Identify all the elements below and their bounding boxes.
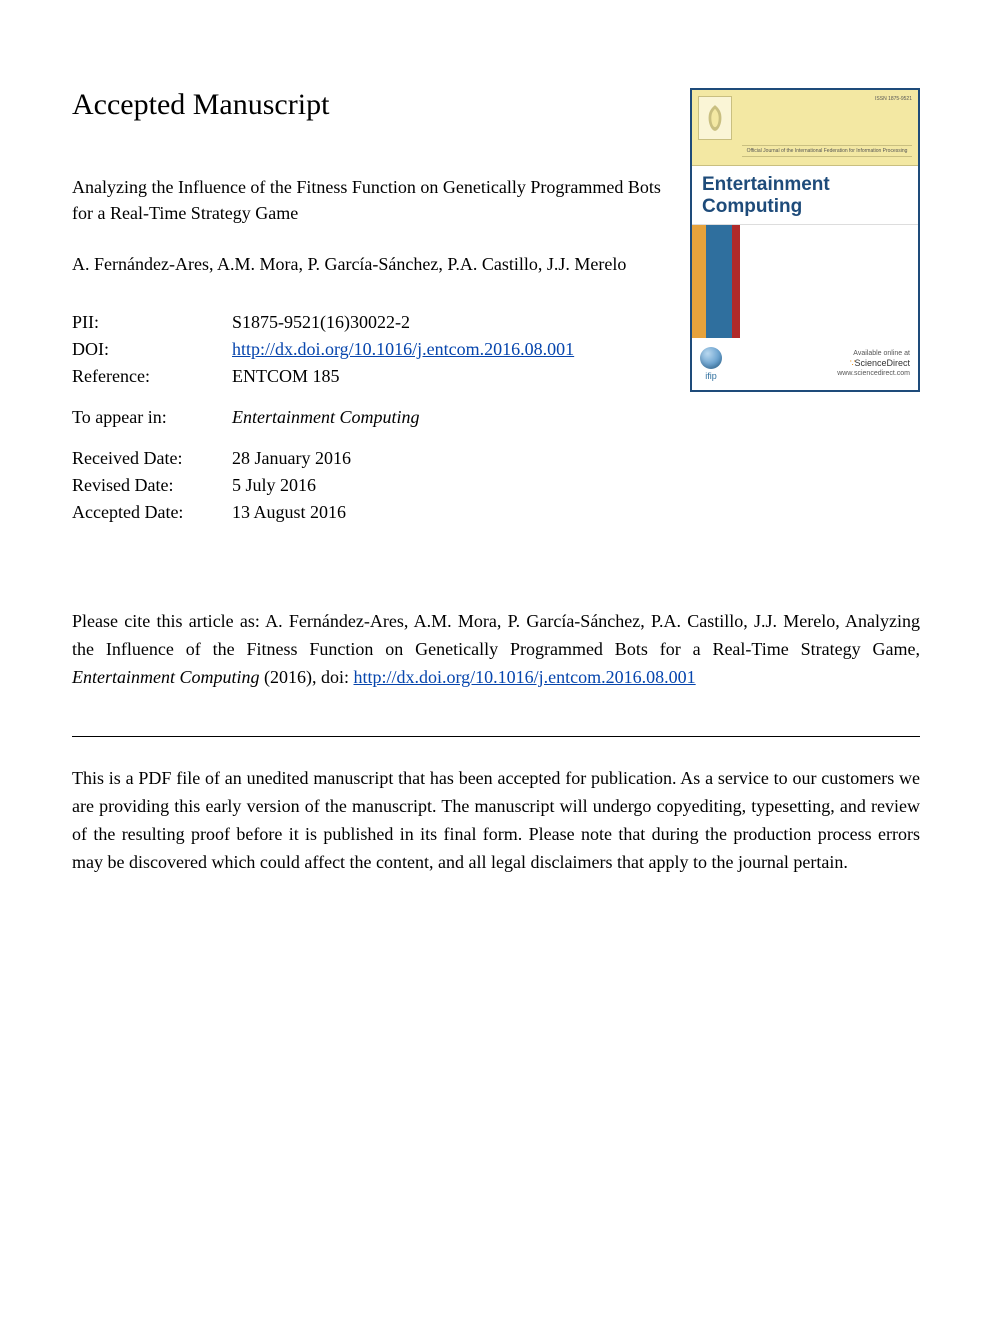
cover-header: ISSN 1875-9521 Official Journal of the I… (692, 90, 918, 166)
accepted-label: Accepted Date: (72, 499, 232, 526)
cite-prefix: Please cite this article as: (72, 611, 265, 631)
revised-label: Revised Date: (72, 472, 232, 499)
meta-row-appear: To appear in: Entertainment Computing (72, 404, 574, 431)
meta-row-received: Received Date: 28 January 2016 (72, 445, 574, 472)
disclaimer-paragraph: This is a PDF file of an unedited manusc… (72, 765, 920, 877)
journal-title-line1: Entertainment (702, 174, 908, 196)
doi-link[interactable]: http://dx.doi.org/10.1016/j.entcom.2016.… (232, 339, 574, 359)
cover-issn: ISSN 1875-9521 (875, 96, 912, 102)
cover-subtitle: Official Journal of the International Fe… (742, 145, 912, 157)
cover-stripe-a (692, 225, 706, 338)
appear-value: Entertainment Computing (232, 404, 574, 431)
cover-footer: ifip Available online at ∵ScienceDirect … (692, 338, 918, 390)
article-title: Analyzing the Influence of the Fitness F… (72, 174, 662, 226)
sd-url: www.sciencedirect.com (837, 370, 910, 379)
meta-row-accepted: Accepted Date: 13 August 2016 (72, 499, 574, 526)
cover-stripe-b (706, 225, 732, 338)
reference-label: Reference: (72, 363, 232, 390)
sciencedirect-box: Available online at ∵ScienceDirect www.s… (837, 350, 910, 379)
ifip-logo: ifip (700, 347, 722, 381)
sciencedirect-name: ∵ScienceDirect (837, 358, 910, 369)
metadata-table: PII: S1875-9521(16)30022-2 DOI: http://d… (72, 309, 574, 526)
accepted-value: 13 August 2016 (232, 499, 574, 526)
globe-icon (700, 347, 722, 369)
ifip-label: ifip (705, 371, 717, 381)
received-label: Received Date: (72, 445, 232, 472)
received-value: 28 January 2016 (232, 445, 574, 472)
cite-year-doi-prefix: (2016), doi: (260, 667, 354, 687)
doi-label: DOI: (72, 336, 232, 363)
meta-row-revised: Revised Date: 5 July 2016 (72, 472, 574, 499)
page-heading: Accepted Manuscript (72, 88, 662, 122)
cite-journal: Entertainment Computing (72, 667, 260, 687)
doi-value-cell: http://dx.doi.org/10.1016/j.entcom.2016.… (232, 336, 574, 363)
cite-authors: A. Fernández-Ares, A.M. Mora, P. García-… (265, 611, 845, 631)
citation-paragraph: Please cite this article as: A. Fernánde… (72, 608, 920, 692)
cite-doi-link[interactable]: http://dx.doi.org/10.1016/j.entcom.2016.… (354, 667, 696, 687)
elsevier-logo-icon (698, 96, 732, 140)
meta-row-doi: DOI: http://dx.doi.org/10.1016/j.entcom.… (72, 336, 574, 363)
revised-value: 5 July 2016 (232, 472, 574, 499)
left-column: Accepted Manuscript Analyzing the Influe… (72, 88, 662, 550)
journal-title-line2: Computing (702, 196, 908, 218)
pii-value: S1875-9521(16)30022-2 (232, 309, 574, 336)
meta-row-pii: PII: S1875-9521(16)30022-2 (72, 309, 574, 336)
horizontal-divider (72, 736, 920, 737)
cover-stripe-c (732, 225, 740, 338)
cover-title-band: Entertainment Computing (692, 166, 918, 225)
pii-label: PII: (72, 309, 232, 336)
authors-line: A. Fernández-Ares, A.M. Mora, P. García-… (72, 254, 662, 275)
journal-cover: ISSN 1875-9521 Official Journal of the I… (690, 88, 920, 392)
sd-available-text: Available online at (837, 350, 910, 359)
top-section: Accepted Manuscript Analyzing the Influe… (72, 88, 920, 550)
appear-label: To appear in: (72, 404, 232, 431)
reference-value: ENTCOM 185 (232, 363, 574, 390)
meta-row-reference: Reference: ENTCOM 185 (72, 363, 574, 390)
cover-body (692, 225, 918, 338)
